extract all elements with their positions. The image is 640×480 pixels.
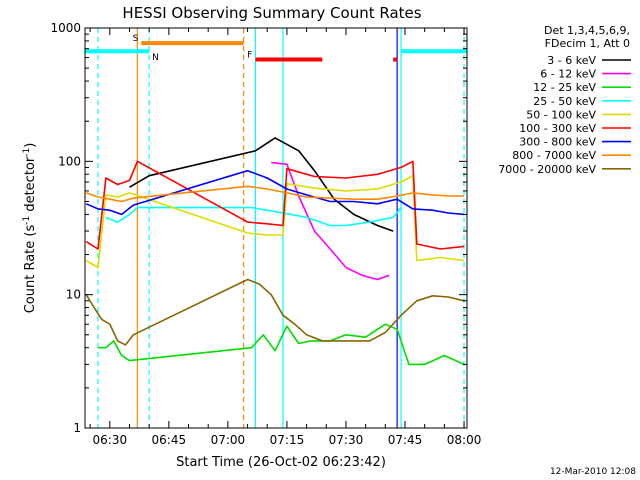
y-tick-label-0: 1	[73, 421, 81, 435]
x-axis-label: Start Time (26-Oct-02 06:23:42)	[176, 455, 386, 470]
series-line-2	[98, 323, 465, 366]
plot-frame	[84, 27, 468, 429]
series-line-0	[129, 137, 394, 232]
footer-date: 12-Mar-2010 12:08	[550, 467, 636, 477]
legend-label-7: 800 - 7000 keV	[512, 149, 596, 162]
legend-label-0: 3 - 6 keV	[547, 54, 596, 67]
y-tick-label-2: 100	[58, 154, 81, 168]
x-tick-label-0: 06:30	[93, 433, 128, 447]
legend-label-5: 100 - 300 keV	[519, 122, 596, 135]
chart-title: HESSI Observing Summary Count Rates	[122, 4, 421, 22]
y-axis: 1 10 100 1000	[50, 21, 467, 435]
legend-label-8: 7000 - 20000 keV	[498, 163, 596, 176]
y-tick-label-1: 10	[66, 288, 81, 302]
legend-label-2: 12 - 25 keV	[533, 81, 596, 94]
y-tick-label-3: 1000	[50, 21, 81, 35]
series-line-5	[85, 160, 465, 250]
series-line-7	[85, 185, 464, 203]
series-line-4	[85, 174, 465, 269]
plot-decorations	[97, 28, 465, 428]
state-bar-label-S: S	[133, 34, 139, 44]
series-lines	[85, 137, 465, 366]
x-axis: 06:30 06:45 07:00 07:15 07:30 07:45 08:00	[89, 28, 482, 447]
legend-label-6: 300 - 800 keV	[519, 136, 596, 149]
state-bar-label-F: F	[247, 51, 252, 61]
legend: Det 1,3,4,5,6,9,FDecim 1, Att 0 3 - 6 keV…	[498, 24, 631, 176]
x-tick-label-3: 07:15	[270, 433, 305, 447]
x-tick-label-4: 07:30	[329, 433, 364, 447]
legend-header-0: Det 1,3,4,5,6,9,	[544, 24, 630, 37]
series-line-1	[271, 161, 390, 281]
legend-header-1: FDecim 1, Att 0	[545, 37, 630, 50]
legend-label-3: 25 - 50 keV	[533, 95, 596, 108]
y-axis-label: Count Rate (s-1 detector-1)	[22, 143, 38, 314]
series-line-8	[85, 278, 465, 346]
x-tick-label-6: 08:00	[447, 433, 482, 447]
x-tick-label-2: 07:00	[211, 433, 246, 447]
series-line-3	[105, 206, 402, 227]
x-tick-label-5: 07:45	[388, 433, 423, 447]
legend-label-4: 50 - 100 keV	[526, 108, 596, 121]
legend-label-1: 6 - 12 keV	[540, 68, 596, 81]
x-tick-label-1: 06:45	[152, 433, 187, 447]
state-bars: S F N	[85, 34, 467, 63]
state-bar-label-N: N	[152, 53, 159, 63]
series-line-6	[85, 169, 465, 216]
